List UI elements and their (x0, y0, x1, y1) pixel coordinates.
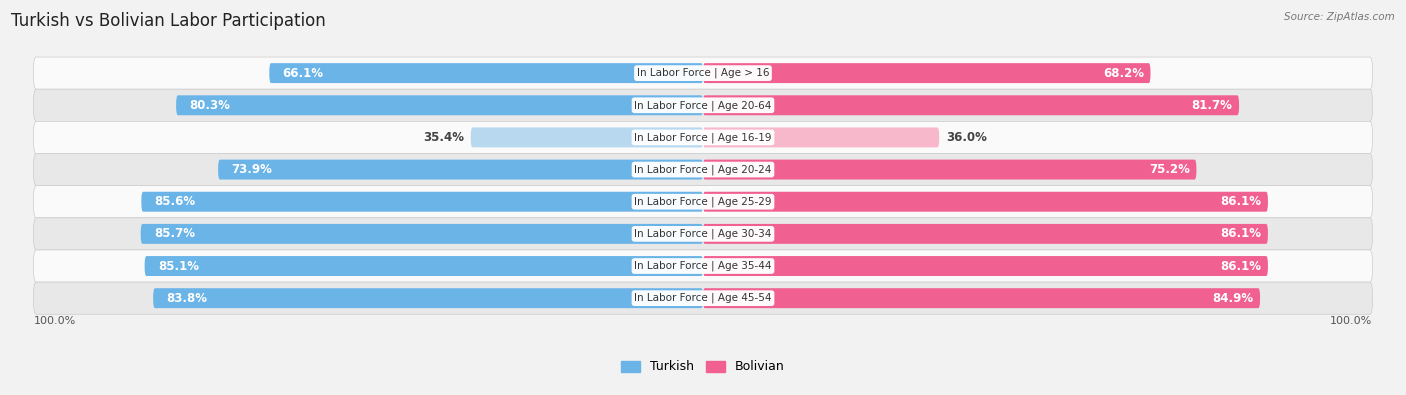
FancyBboxPatch shape (176, 95, 703, 115)
Text: 36.0%: 36.0% (946, 131, 987, 144)
FancyBboxPatch shape (34, 186, 1372, 218)
Text: 86.1%: 86.1% (1220, 195, 1261, 208)
FancyBboxPatch shape (34, 154, 1372, 186)
Text: 100.0%: 100.0% (1330, 316, 1372, 326)
FancyBboxPatch shape (218, 160, 703, 180)
FancyBboxPatch shape (471, 128, 703, 147)
FancyBboxPatch shape (153, 288, 703, 308)
FancyBboxPatch shape (703, 288, 1260, 308)
FancyBboxPatch shape (703, 192, 1268, 212)
Text: 86.1%: 86.1% (1220, 260, 1261, 273)
Text: In Labor Force | Age > 16: In Labor Force | Age > 16 (637, 68, 769, 78)
Text: 85.7%: 85.7% (153, 228, 195, 241)
Text: In Labor Force | Age 16-19: In Labor Force | Age 16-19 (634, 132, 772, 143)
Text: 68.2%: 68.2% (1102, 67, 1144, 80)
Text: In Labor Force | Age 35-44: In Labor Force | Age 35-44 (634, 261, 772, 271)
Text: 80.3%: 80.3% (190, 99, 231, 112)
Text: 81.7%: 81.7% (1192, 99, 1233, 112)
FancyBboxPatch shape (34, 121, 1372, 154)
Text: Turkish vs Bolivian Labor Participation: Turkish vs Bolivian Labor Participation (11, 12, 326, 30)
Text: In Labor Force | Age 20-64: In Labor Force | Age 20-64 (634, 100, 772, 111)
FancyBboxPatch shape (34, 218, 1372, 250)
FancyBboxPatch shape (703, 160, 1197, 180)
Text: 84.9%: 84.9% (1212, 292, 1254, 305)
Text: 75.2%: 75.2% (1149, 163, 1189, 176)
FancyBboxPatch shape (703, 224, 1268, 244)
Text: In Labor Force | Age 30-34: In Labor Force | Age 30-34 (634, 229, 772, 239)
Text: 35.4%: 35.4% (423, 131, 464, 144)
FancyBboxPatch shape (703, 95, 1239, 115)
FancyBboxPatch shape (703, 128, 939, 147)
FancyBboxPatch shape (142, 192, 703, 212)
Text: 86.1%: 86.1% (1220, 228, 1261, 241)
Text: 85.1%: 85.1% (157, 260, 198, 273)
Text: Source: ZipAtlas.com: Source: ZipAtlas.com (1284, 12, 1395, 22)
Legend: Turkish, Bolivian: Turkish, Bolivian (616, 356, 790, 378)
FancyBboxPatch shape (34, 282, 1372, 314)
Text: 100.0%: 100.0% (34, 316, 76, 326)
Text: 83.8%: 83.8% (166, 292, 207, 305)
FancyBboxPatch shape (34, 89, 1372, 121)
Text: In Labor Force | Age 25-29: In Labor Force | Age 25-29 (634, 196, 772, 207)
Text: 73.9%: 73.9% (231, 163, 273, 176)
Text: In Labor Force | Age 45-54: In Labor Force | Age 45-54 (634, 293, 772, 303)
FancyBboxPatch shape (145, 256, 703, 276)
Text: 85.6%: 85.6% (155, 195, 195, 208)
FancyBboxPatch shape (34, 250, 1372, 282)
Text: 66.1%: 66.1% (283, 67, 323, 80)
Text: In Labor Force | Age 20-24: In Labor Force | Age 20-24 (634, 164, 772, 175)
FancyBboxPatch shape (270, 63, 703, 83)
FancyBboxPatch shape (34, 57, 1372, 89)
FancyBboxPatch shape (703, 63, 1150, 83)
FancyBboxPatch shape (703, 256, 1268, 276)
FancyBboxPatch shape (141, 224, 703, 244)
